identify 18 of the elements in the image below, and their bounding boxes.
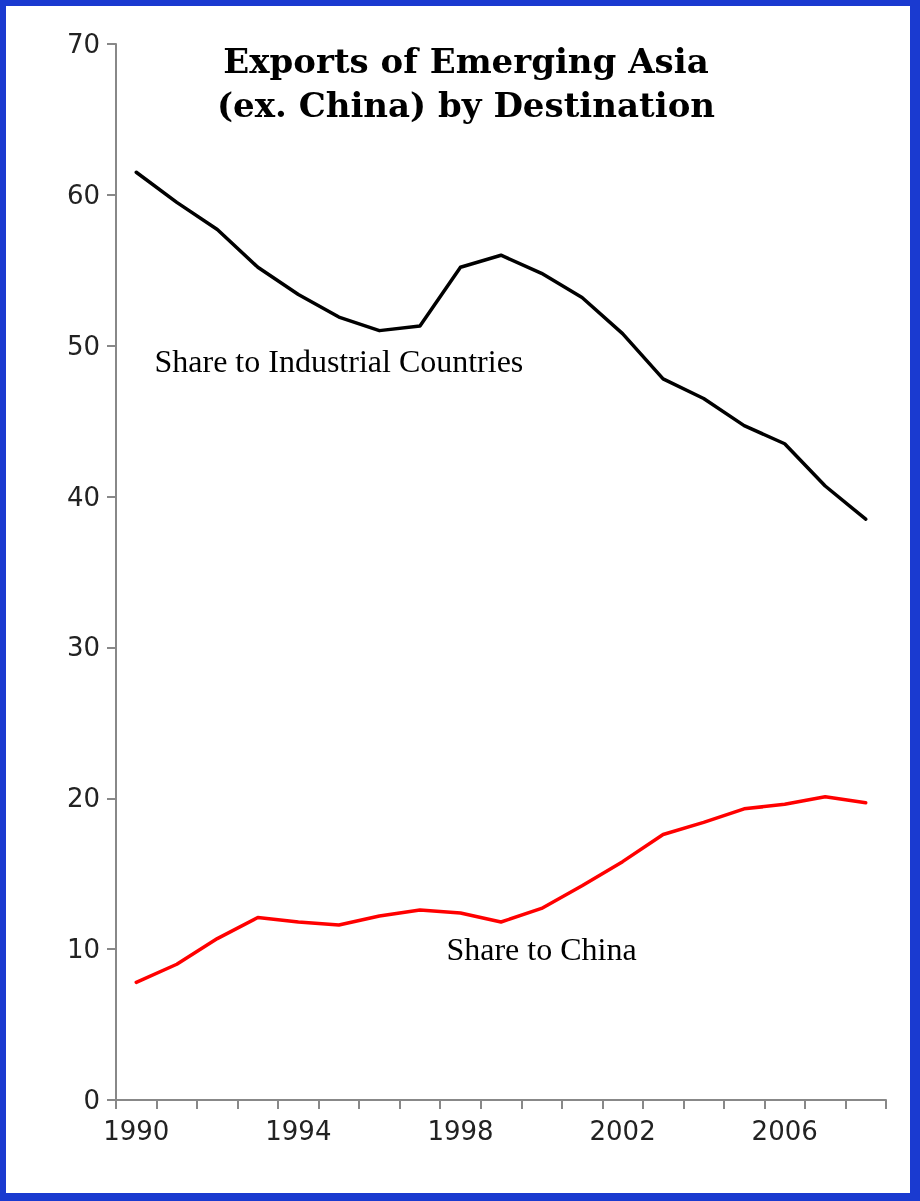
y-tick-label: 40	[66, 481, 100, 512]
y-tick-label: 70	[66, 29, 100, 59]
x-tick-label: 1994	[265, 1116, 332, 1146]
y-tick-label: 60	[66, 179, 100, 210]
x-tick-label: 2002	[589, 1116, 656, 1146]
line-series	[134, 795, 868, 985]
x-tick-label: 1998	[427, 1116, 494, 1146]
series-label: Share to China	[446, 931, 637, 968]
series-label: Share to Industrial Countries	[154, 342, 524, 379]
y-tick-label: 20	[66, 783, 100, 814]
y-tick-label: 0	[83, 1085, 100, 1115]
y-tick-label: 30	[66, 632, 100, 663]
y-tick-label: 10	[66, 934, 100, 965]
x-tick-label: 2006	[751, 1116, 818, 1146]
text: Exports of Emerging Asia (ex. China) by Destination	[216, 41, 716, 125]
y-tick-label: 50	[66, 330, 100, 361]
line-series	[134, 170, 868, 521]
x-tick-label: 1990	[103, 1116, 170, 1146]
